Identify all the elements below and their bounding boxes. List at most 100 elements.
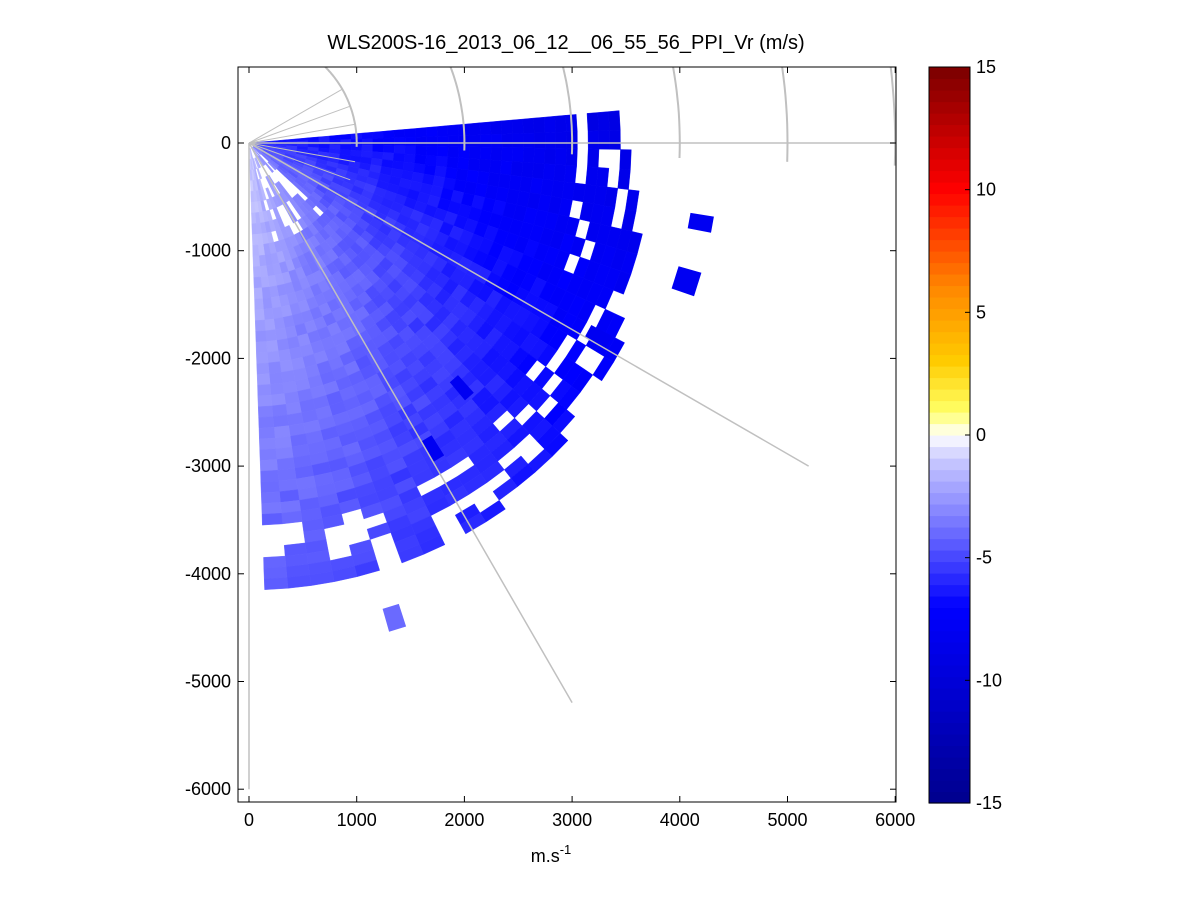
velocity-cell [415, 145, 427, 156]
colorbar-step [929, 538, 970, 551]
velocity-cell [274, 327, 288, 341]
minor-spoke [248, 142, 343, 198]
velocity-cell [383, 137, 395, 146]
colorbar-step [929, 492, 970, 505]
velocity-cell [361, 131, 374, 140]
velocity-cell [469, 134, 481, 148]
velocity-cell [490, 133, 503, 148]
colorbar-step [929, 331, 970, 344]
velocity-cell [585, 166, 599, 186]
velocity-cell [404, 136, 417, 147]
velocity-cell [597, 111, 610, 132]
axes-frame [237, 66, 897, 803]
velocity-cell [253, 266, 261, 278]
velocity-cell [512, 133, 524, 149]
velocity-cell [340, 139, 352, 146]
colorbar-tick-label: 15 [976, 57, 996, 77]
velocity-cell [256, 373, 271, 386]
polar-grid [248, 67, 896, 790]
velocity-cell [425, 155, 438, 167]
velocity-cell [262, 297, 273, 310]
velocity-cell [467, 158, 481, 172]
colorbar-tick-label: 5 [976, 302, 986, 322]
velocity-cell [426, 136, 438, 147]
velocity-cell [276, 338, 290, 352]
colorbar-step [929, 619, 970, 632]
colorbar-step [929, 423, 970, 436]
velocity-cell [608, 110, 621, 131]
velocity-cell [255, 341, 268, 354]
y-tick-label: -6000 [185, 779, 231, 799]
x-tick-label: 3000 [552, 810, 592, 830]
velocity-cell [269, 382, 285, 396]
colorbar-scale [929, 67, 970, 804]
velocity-cell [258, 427, 276, 440]
y-axis: 0 -1000 -2000 -3000 -4000 -5000 -6000 [185, 133, 896, 799]
velocity-cell [393, 129, 406, 139]
colorbar-tick-label: 10 [976, 180, 996, 200]
x-axis-label-base: m.s [531, 846, 560, 866]
colorbar-step [929, 676, 970, 689]
colorbar-step [929, 147, 970, 160]
velocity-cell [479, 146, 492, 161]
colorbar-step [929, 228, 970, 241]
velocity-cell [261, 512, 283, 526]
velocity-cell [444, 167, 458, 180]
colorbar-step [929, 607, 970, 620]
colorbar-step [929, 757, 970, 770]
velocity-cell [522, 147, 535, 164]
y-tick-label: -5000 [185, 672, 231, 692]
velocity-cell [592, 356, 614, 382]
velocity-cell [255, 330, 267, 343]
colorbar-step [929, 159, 970, 172]
velocity-cell [281, 510, 303, 525]
velocity-cell [523, 132, 535, 149]
velocity-cell [671, 266, 702, 297]
colorbar-step [929, 205, 970, 218]
colorbar-step [929, 113, 970, 126]
velocity-cell [468, 122, 481, 136]
velocity-cell [447, 135, 460, 147]
velocity-cell [619, 149, 632, 170]
velocity-cell [544, 132, 557, 149]
velocity-cell [258, 254, 267, 267]
colorbar-ticks: 15 10 5 0 -5 -10 -15 [965, 57, 1002, 813]
colorbar-step [929, 377, 970, 390]
colorbar-step [929, 596, 970, 609]
velocity-cell [383, 145, 395, 154]
velocity-cell [267, 361, 282, 374]
velocity-cell [265, 163, 274, 173]
colorbar-step [929, 182, 970, 195]
colorbar-step [929, 262, 970, 275]
velocity-cell [372, 144, 384, 153]
x-tick-label: 2000 [444, 810, 484, 830]
velocity-cell [587, 148, 600, 168]
colorbar-step [929, 216, 970, 229]
velocity-cell [584, 325, 613, 349]
velocity-cell [511, 118, 524, 135]
colorbar-step [929, 745, 970, 758]
colorbar-step [929, 630, 970, 643]
x-axis-label: m.s-1 [531, 842, 572, 866]
colorbar-step [929, 412, 970, 425]
velocity-cell [258, 416, 275, 429]
azimuth-spoke [248, 142, 573, 704]
y-tick-label: -1000 [185, 241, 231, 261]
colorbar-step [929, 343, 970, 356]
velocity-cell [273, 425, 291, 439]
velocity-cell [266, 340, 279, 353]
velocity-cell [393, 145, 406, 155]
colorbar-step [929, 67, 970, 80]
colorbar-step [929, 573, 970, 586]
colorbar-step [929, 285, 970, 298]
velocity-cell [457, 157, 470, 171]
colorbar-step [929, 734, 970, 747]
velocity-cell [510, 161, 524, 177]
velocity-cell [261, 286, 271, 299]
velocity-cell [426, 145, 438, 157]
x-axis-label-exponent: -1 [560, 842, 572, 857]
velocity-cell [257, 384, 272, 397]
velocity-cell [511, 147, 524, 163]
velocity-cell [276, 457, 295, 471]
